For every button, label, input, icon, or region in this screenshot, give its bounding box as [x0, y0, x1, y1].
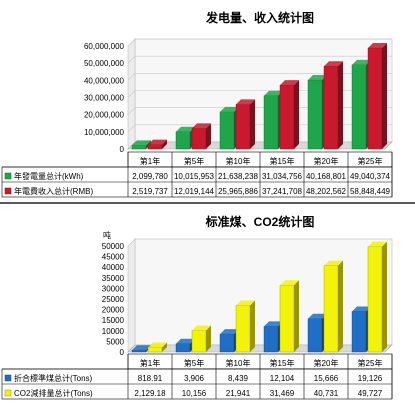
data-label: 2,129.18 [134, 389, 166, 398]
data-label: 3,906 [184, 374, 205, 383]
bar-s2-5 [367, 241, 387, 353]
chart-title: 标准煤、CO2统计图 [205, 214, 315, 229]
gridline [127, 55, 392, 64]
data-label: 21,941 [226, 389, 251, 398]
data-label: 8,439 [228, 374, 249, 383]
bar-s2-2 [235, 99, 255, 150]
category-label: 第5年 [184, 156, 204, 166]
gridline [127, 107, 392, 115]
data-label: 58,848,449 [350, 187, 391, 196]
category-label: 第20年 [314, 156, 339, 166]
data-label: 2,519,737 [132, 187, 168, 196]
y-axis-unit-label: 吨 [103, 230, 111, 240]
data-label: 40,168,801 [306, 172, 347, 181]
data-label: 25,965,886 [218, 187, 259, 196]
y-tick-label: 60,000,000 [84, 42, 125, 51]
gridline [127, 124, 392, 133]
bar-s2-4 [323, 260, 343, 353]
data-label: 10,015,953 [174, 172, 215, 181]
bar-s2-1 [191, 325, 211, 353]
legend-swatch [4, 187, 12, 195]
y-tick-label: 40,000,000 [84, 76, 125, 85]
data-label: 31,034,756 [262, 172, 303, 181]
panel-divider [0, 202, 415, 204]
chart-back-wall [134, 238, 393, 346]
y-tick-label: 15000 [102, 316, 125, 325]
category-label: 第1年 [140, 156, 160, 166]
legend-series-name: 折合標準煤总计(Tons) [14, 373, 93, 383]
data-label: 12,104 [270, 374, 295, 383]
bar-s2-2 [235, 300, 255, 353]
bar-s2-5 [367, 42, 387, 150]
category-label: 第20年 [314, 358, 339, 368]
data-label: 49,040,374 [350, 172, 391, 181]
bar-s1-4 [307, 313, 327, 353]
y-tick-label: 0 [120, 348, 125, 357]
y-tick-label: 50000 [102, 242, 125, 251]
bar-s2-4 [323, 61, 343, 150]
data-label: 12,019,144 [174, 187, 215, 196]
legend-series-name: CO2減排量总计(Tons) [14, 388, 93, 398]
y-tick-label: 20,000,000 [84, 111, 125, 120]
category-label: 第15年 [270, 358, 295, 368]
y-tick-label: 30,000,000 [84, 94, 125, 103]
y-tick-label: 35000 [102, 274, 125, 283]
bar-s2-0 [147, 342, 167, 353]
legend-swatch [4, 172, 12, 180]
y-tick-label: 20000 [102, 306, 125, 315]
bar-s2-3 [279, 80, 299, 150]
data-label: 10,156 [182, 389, 207, 398]
chart-power-revenue: 发电量、收入统计图 0 10,000,000 20,000,000 30,000,000… [1, 10, 393, 198]
category-label: 第25年 [358, 358, 383, 368]
gridline [127, 38, 392, 47]
bar-s2-1 [191, 123, 211, 150]
data-label: 818.91 [138, 374, 163, 383]
legend-series-name: 年發電量总计(kWh) [14, 171, 84, 181]
data-label: 48,202,562 [306, 187, 347, 196]
legend-swatch [4, 389, 12, 397]
data-label: 19,126 [358, 374, 383, 383]
y-tick-label: 5000 [106, 337, 124, 346]
y-tick-label: 10000 [102, 327, 125, 336]
gridline [127, 73, 392, 81]
y-tick-label: 0 [120, 145, 125, 154]
y-tick-label: 10,000,000 [84, 128, 125, 137]
bar-s2-3 [279, 280, 299, 353]
chart-title: 发电量、收入统计图 [205, 10, 314, 25]
category-label: 第10年 [226, 358, 251, 368]
data-label: 21,638,238 [218, 172, 259, 181]
category-label: 第15年 [270, 156, 295, 166]
data-label: 31,469 [270, 389, 295, 398]
y-tick-label: 25000 [102, 295, 125, 304]
data-label: 49,727 [358, 389, 383, 398]
data-label: 15,666 [314, 374, 339, 383]
chart-panel-power-revenue: 发电量、收入统计图 0 10,000,000 20,000,000 30,000,000… [0, 0, 415, 204]
data-label: 2,099,780 [132, 172, 168, 181]
chart-side-wall [127, 238, 136, 353]
gridline [127, 90, 392, 98]
legend-swatch [4, 374, 12, 382]
chart-panel-coal-co2: 标准煤、CO2统计图吨 0 5000 10000 15000 20000 25000 3000… [0, 204, 415, 406]
y-tick-label: 40000 [102, 263, 125, 272]
category-label: 第10年 [226, 156, 251, 166]
y-tick-label: 45000 [102, 253, 125, 262]
category-label: 第5年 [184, 358, 204, 368]
bar-s2-0 [147, 139, 167, 150]
category-label: 第1年 [140, 358, 160, 368]
data-label: 40,731 [314, 389, 339, 398]
legend-series-name: 年電費收入总计(RMB) [14, 186, 93, 196]
category-label: 第25年 [358, 156, 383, 166]
y-tick-label: 50,000,000 [84, 59, 125, 68]
y-tick-label: 30000 [102, 284, 125, 293]
data-label: 37,241,708 [262, 187, 303, 196]
